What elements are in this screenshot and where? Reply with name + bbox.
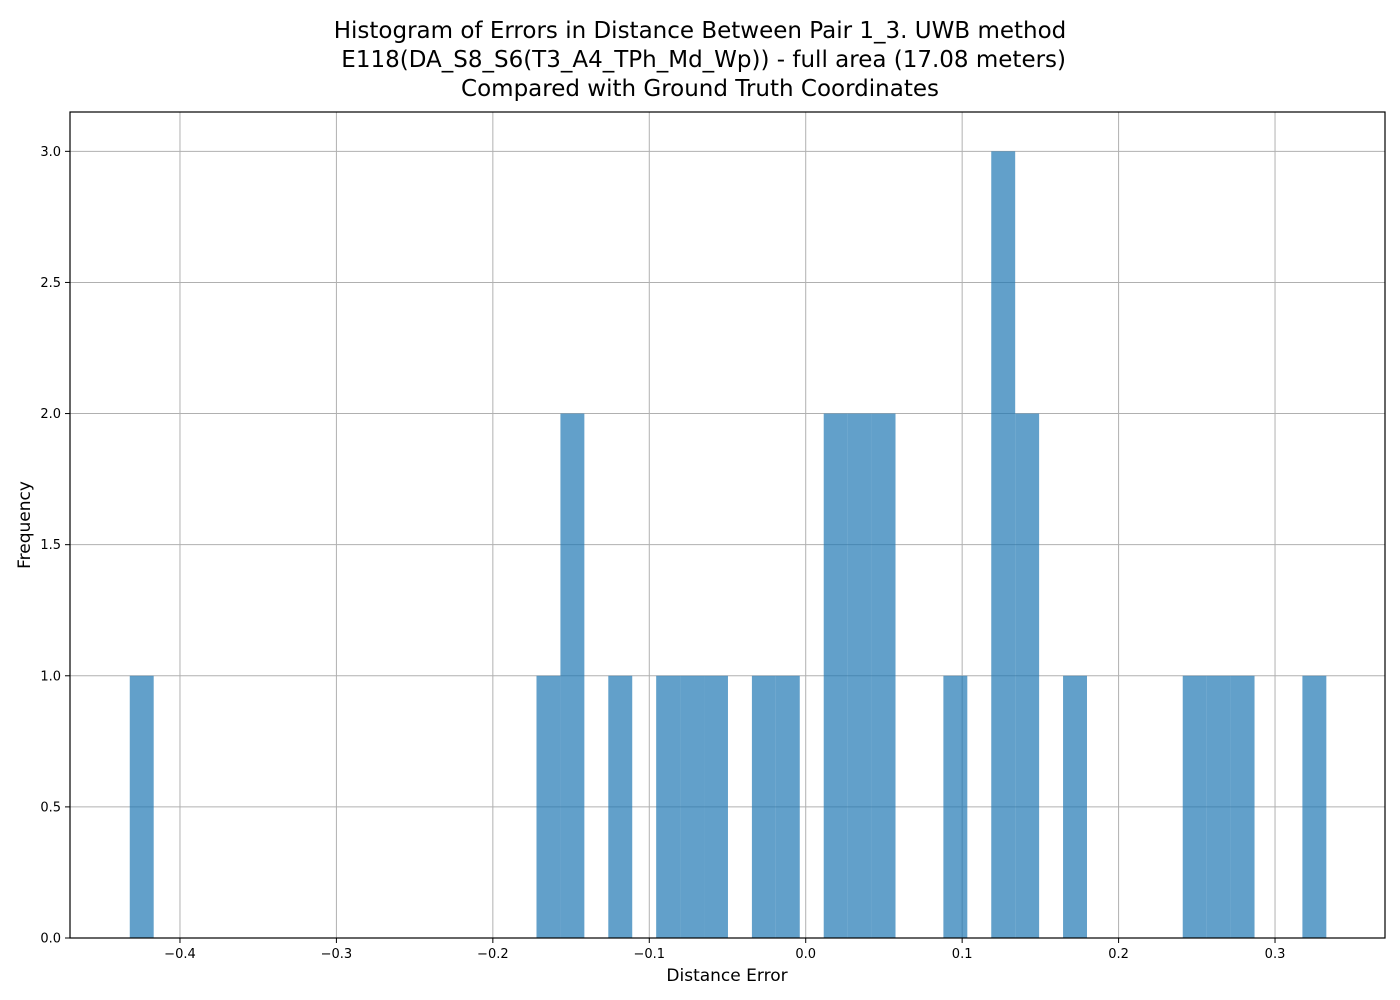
histogram-bar: [991, 151, 1016, 939]
x-tick-label: 0.3: [1265, 947, 1286, 962]
x-tick-label: −0.4: [164, 947, 196, 962]
y-axis-ticks: 0.0 0.5 1.0 1.5 2.0 2.5 3.0: [40, 145, 70, 947]
histogram-bar: [1302, 675, 1327, 938]
title-line-3: Compared with Ground Truth Coordinates: [461, 76, 939, 102]
x-tick-label: −0.3: [321, 947, 353, 962]
y-axis-label: Frequency: [15, 481, 35, 569]
y-tick-label: 1.0: [40, 669, 61, 684]
x-tick-label: −0.1: [633, 947, 665, 962]
chart-title: Histogram of Errors in Distance Between …: [334, 18, 1067, 102]
histogram-bar: [775, 675, 800, 938]
y-tick-label: 2.0: [40, 407, 61, 422]
histogram-bar: [751, 675, 776, 938]
grid: [70, 112, 1385, 939]
histogram-bar: [871, 413, 896, 938]
histogram-bar: [656, 675, 681, 938]
histogram-bar: [847, 413, 872, 938]
histogram-bars: [129, 151, 1327, 939]
histogram-bar: [560, 413, 585, 938]
title-line-1: Histogram of Errors in Distance Between …: [334, 18, 1067, 44]
y-tick-label: 1.5: [40, 538, 61, 553]
histogram-bar: [1206, 675, 1231, 938]
x-axis-label: Distance Error: [666, 966, 787, 986]
y-tick-label: 2.5: [40, 276, 61, 291]
histogram-bar: [680, 675, 705, 938]
histogram-bar: [1015, 413, 1040, 938]
histogram-bar: [536, 675, 561, 938]
x-tick-label: 0.2: [1108, 947, 1129, 962]
x-tick-label: −0.2: [477, 947, 509, 962]
y-tick-label: 0.0: [40, 932, 61, 947]
y-tick-label: 0.5: [40, 800, 61, 815]
y-tick-label: 3.0: [40, 145, 61, 160]
title-line-2: E118(DA_S8_S6(T3_A4_TPh_Md_Wp)) - full a…: [334, 47, 1066, 73]
x-axis-ticks: −0.4 −0.3 −0.2 −0.1 0.0 0.1 0.2 0.3: [164, 938, 1285, 962]
histogram-bar: [1182, 675, 1207, 938]
histogram-bar: [608, 675, 633, 938]
histogram-bar: [823, 413, 848, 938]
histogram-bar: [129, 675, 154, 938]
x-tick-label: 0.1: [952, 947, 973, 962]
histogram-bar: [1063, 675, 1087, 938]
histogram-bar: [943, 675, 968, 938]
histogram-bar: [1230, 675, 1255, 938]
histogram-bar: [704, 675, 728, 938]
x-tick-label: 0.0: [795, 947, 816, 962]
plot-frame: [69, 111, 1386, 939]
